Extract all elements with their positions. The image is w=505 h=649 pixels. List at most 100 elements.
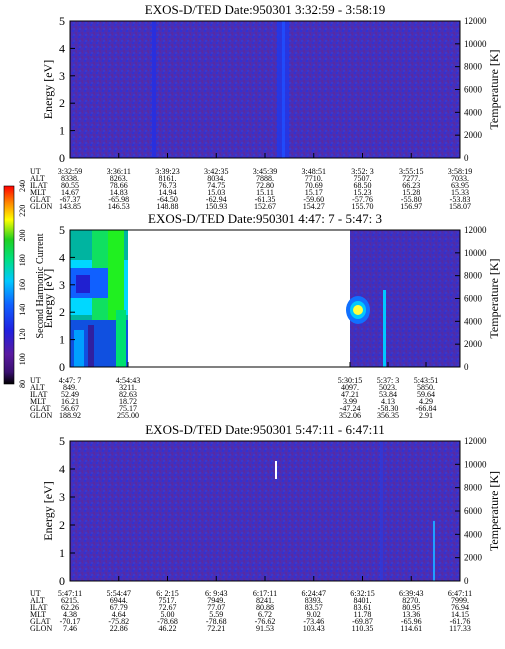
y-axis-left: 0 1 2 3 4 5 Energy [eV]: [41, 14, 75, 165]
y-tick-label: 0: [59, 574, 65, 588]
y-axis-left: 0 1 2 3 4 5 Energy [eV]: [41, 434, 75, 588]
table-cell: 114.61: [400, 624, 422, 633]
table-cell: 75.17: [119, 404, 137, 413]
colorbar-tick-label: 120: [18, 329, 27, 341]
table-cell: 152.67: [254, 202, 276, 211]
table-cell: 5.00: [161, 610, 175, 619]
table-cell: 52.49: [61, 390, 79, 399]
table-cell: 110.35: [352, 624, 374, 633]
y-right-tick-label: 0: [464, 362, 469, 372]
panel-3: EXOS-D/TED Date:950301 5:47:11 - 6:47:11…: [30, 422, 501, 633]
table-cell: 15.11: [256, 188, 274, 197]
y-right-tick-label: 10000: [464, 459, 487, 469]
y-tick-label: 1: [59, 546, 65, 560]
table-cell: 5:43:51: [414, 376, 438, 385]
table-cell: 8161.: [159, 174, 177, 183]
table-cell: 5.59: [209, 610, 223, 619]
colorbar: Second Harmonic Current 80 100 120 140 160 18…: [3, 180, 46, 388]
y-right-tick-label: 4000: [464, 316, 483, 326]
table-cell: -65.98: [108, 195, 129, 204]
table-cell: 7999.: [451, 596, 469, 605]
y-right-tick-label: 0: [464, 576, 469, 586]
table-cell: 3:58:19: [448, 167, 472, 176]
table-cell: 3:52: 3: [351, 167, 373, 176]
table-cell: 4.13: [381, 397, 395, 406]
y-tick-label: 5: [59, 434, 65, 448]
colorbar-tick-label: 80: [18, 380, 27, 388]
table-cell: 16.21: [61, 397, 79, 406]
row-label: ALT: [30, 596, 45, 605]
y-axis-left: 0 1 2 3 4 5 Energy [eV]: [41, 223, 75, 374]
table-cell: 77.07: [207, 603, 225, 612]
table-cell: 6: 9:43: [205, 589, 227, 598]
table-cell: -73.46: [303, 617, 324, 626]
table-cell: 11.78: [354, 610, 372, 619]
table-cell: 7033.: [451, 174, 469, 183]
panel-title: EXOS-D/TED Date:950301 3:32:59 - 3:58:19: [145, 2, 385, 17]
table-cell: 6944.: [110, 596, 128, 605]
table-cell: 8338.: [61, 174, 79, 183]
table-cell: 46.22: [159, 624, 177, 633]
row-label: MLT: [30, 188, 46, 197]
row-label: GLON: [30, 411, 52, 420]
y-right-tick-label: 6000: [464, 506, 483, 516]
row-label: MLT: [30, 397, 46, 406]
y-right-tick-label: 4000: [464, 529, 483, 539]
table-cell: -70.17: [60, 617, 81, 626]
table-cell: 66.23: [402, 181, 420, 190]
row-label: ILAT: [30, 181, 47, 190]
y-tick-label: 1: [59, 333, 65, 347]
table-cell: 6:17:11: [253, 589, 277, 598]
table-cell: -75.82: [108, 617, 129, 626]
table-cell: 117.33: [449, 624, 471, 633]
table-cell: 59.64: [417, 390, 435, 399]
row-label: UT: [30, 589, 41, 598]
table-cell: -62.94: [206, 195, 227, 204]
table-cell: 356.35: [377, 411, 399, 420]
table-cell: -78.68: [157, 617, 178, 626]
colorbar-tick-label: 180: [18, 254, 27, 266]
table-cell: 8241.: [256, 596, 274, 605]
table-cell: -58.30: [378, 404, 399, 413]
table-cell: 56.67: [61, 404, 79, 413]
row-label: GLON: [30, 624, 52, 633]
y-axis-label: Energy [eV]: [41, 269, 55, 328]
y-tick-label: 4: [59, 250, 65, 264]
table-cell: 6:39:43: [399, 589, 423, 598]
table-cell: 72.80: [256, 181, 274, 190]
table-cell: 3:32:59: [58, 167, 82, 176]
table-cell: 53.84: [379, 390, 397, 399]
table-cell: -67.37: [60, 195, 81, 204]
table-cell: 4.64: [112, 610, 126, 619]
table-cell: 74.75: [207, 181, 225, 190]
table-cell: 146.53: [108, 202, 130, 211]
table-cell: 15.33: [451, 188, 469, 197]
table-cell: 7949.: [207, 596, 225, 605]
table-cell: 6:24:47: [302, 589, 326, 598]
table-cell: 83.61: [354, 603, 372, 612]
heatmap-spike: [275, 461, 277, 479]
table-cell: 78.66: [110, 181, 128, 190]
table-cell: -61.35: [255, 195, 276, 204]
y-axis-right: 0 2000 4000 6000 8000 10000 12000 Temperature […: [455, 225, 501, 372]
table-cell: 14.15: [451, 610, 469, 619]
table-cell: 6215.: [61, 596, 79, 605]
table-cell: 76.73: [159, 181, 177, 190]
row-label: ALT: [30, 383, 45, 392]
table-cell: 13.36: [402, 610, 420, 619]
table-cell: -64.50: [157, 195, 178, 204]
y-right-tick-label: 12000: [464, 16, 487, 26]
table-cell: 3:45:39: [253, 167, 277, 176]
heatmap-band: [433, 521, 435, 581]
table-cell: 47.21: [341, 390, 359, 399]
y-right-tick-label: 12000: [464, 225, 487, 235]
y-right-tick-label: 10000: [464, 248, 487, 258]
table-cell: 8401.: [354, 596, 372, 605]
table-cell: 154.27: [303, 202, 325, 211]
heatmap-band: [74, 330, 84, 367]
table-cell: 3:39:23: [155, 167, 179, 176]
panels: EXOS-D/TED Date:950301 3:32:59 - 3:58:19…: [30, 2, 501, 633]
table-cell: 7277.: [402, 174, 420, 183]
colorbar-tick-label: 140: [18, 304, 27, 316]
